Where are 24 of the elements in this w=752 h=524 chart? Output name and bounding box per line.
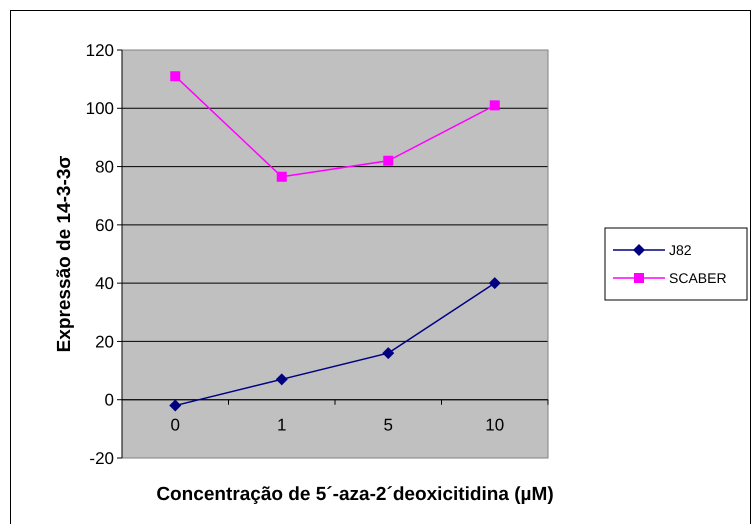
point — [276, 172, 287, 182]
x-tick-label: 0 — [170, 416, 180, 435]
point — [488, 277, 501, 290]
y-tick-label: 40 — [95, 274, 114, 294]
point — [169, 400, 182, 412]
x-tick-label: 5 — [384, 416, 393, 435]
y-tick-label: -20 — [89, 448, 114, 468]
x-tick-label: 10 — [485, 416, 504, 435]
y-axis-title: Expressão de 14-3-3σ — [54, 156, 75, 352]
y-tick-label: 20 — [95, 332, 114, 352]
y-tick-label: 60 — [95, 216, 114, 235]
y-tick-label: 120 — [86, 40, 114, 60]
y-tick-label: 0 — [104, 390, 114, 410]
legend-label: SCABER — [669, 270, 727, 286]
y-tick-label: 80 — [95, 158, 114, 177]
legend-label: J82 — [669, 242, 692, 258]
y-tick-label: 100 — [86, 99, 114, 118]
point — [170, 71, 180, 82]
x-axis-title: Concentração de 5´-aza-2´deoxicitidina (µM) — [156, 484, 554, 505]
point — [490, 100, 500, 110]
point — [276, 373, 288, 386]
x-tick-label: 1 — [277, 416, 286, 435]
point — [383, 156, 394, 166]
point — [382, 347, 394, 360]
